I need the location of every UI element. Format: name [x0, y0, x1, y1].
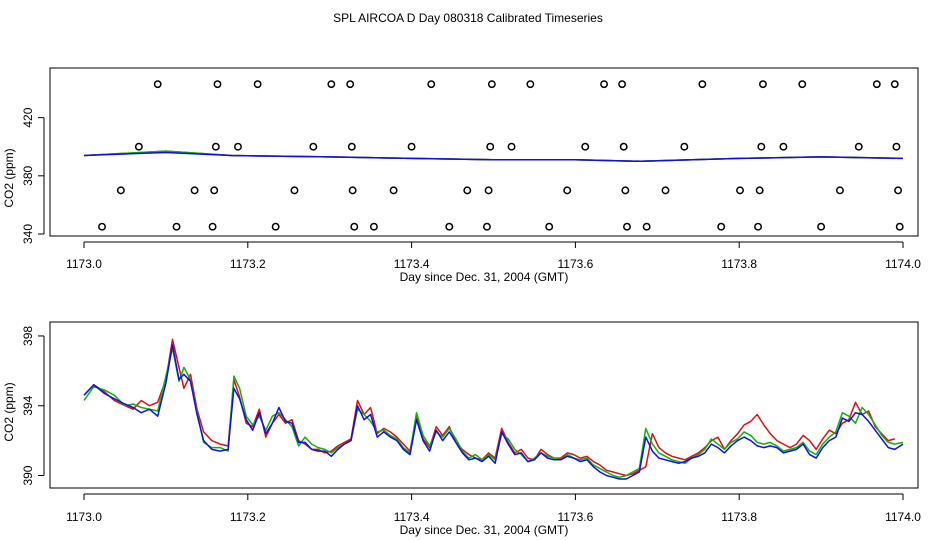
x-tick-label: 1173.6: [557, 510, 593, 524]
circle-marker: [759, 80, 767, 89]
circle-marker: [271, 222, 280, 231]
circle-marker: [484, 186, 493, 195]
circle-marker: [348, 186, 357, 195]
circle-marker: [890, 80, 899, 89]
circle-marker: [698, 80, 707, 89]
circle-marker: [680, 142, 689, 151]
circle-marker: [208, 222, 217, 231]
x-tick-label: 1173.8: [721, 510, 757, 524]
circle-marker: [213, 80, 222, 89]
circle-marker: [153, 80, 162, 89]
circle-marker: [892, 142, 901, 151]
series-line-red: [83, 338, 895, 477]
x-tick-label: 1173.0: [66, 257, 102, 271]
circle-marker: [757, 142, 766, 151]
circle-marker: [369, 222, 378, 231]
circle-marker: [427, 80, 436, 89]
y-tick-label: 398: [21, 326, 35, 346]
circle-marker: [872, 80, 881, 89]
bottom-y-axis: 390 394 398: [21, 326, 45, 486]
circle-marker: [817, 222, 826, 231]
circle-marker: [619, 142, 628, 151]
series-line-blue: [83, 343, 904, 480]
bottom-x-axis-label: Day since Dec. 31, 2004 (GMT): [400, 523, 569, 537]
top-plot-frame: [49, 67, 919, 237]
circle-marker: [623, 222, 631, 231]
circle-marker: [526, 80, 535, 89]
circle-marker: [618, 80, 627, 89]
bottom-x-axis: 1173.0 1173.2 1173.4 1173.6 1173.8 1174.0: [66, 493, 921, 524]
circle-marker: [894, 186, 903, 195]
top-y-axis-label: CO2 (ppm): [2, 148, 16, 207]
circle-marker: [445, 222, 454, 231]
x-tick-label: 1173.8: [721, 257, 757, 271]
bottom-y-axis-label: CO2 (ppm): [2, 382, 16, 441]
y-tick-label: 340: [21, 224, 35, 244]
circle-marker: [600, 80, 609, 89]
circle-marker: [487, 80, 496, 89]
circle-marker: [736, 186, 744, 195]
circle-marker: [507, 142, 516, 151]
circle-marker: [854, 142, 863, 151]
top-circle-markers: [98, 80, 904, 231]
x-tick-label: 1174.0: [885, 257, 921, 271]
circle-marker: [779, 142, 788, 151]
bottom-series: [83, 338, 904, 480]
series-line-green: [83, 347, 904, 479]
circle-marker: [755, 186, 764, 195]
circle-marker: [98, 222, 106, 231]
circle-marker: [210, 186, 219, 195]
circle-marker: [134, 142, 143, 151]
x-tick-label: 1173.0: [66, 510, 102, 524]
circle-marker: [350, 222, 359, 231]
circle-marker: [211, 142, 220, 151]
circle-marker: [563, 186, 572, 195]
circle-marker: [798, 80, 807, 89]
top-panel: 1173.0 1173.2 1173.4 1173.6 1173.8 1174.0 340…: [2, 67, 921, 284]
x-tick-label: 1173.2: [230, 257, 266, 271]
circle-marker: [234, 142, 242, 151]
circle-marker: [172, 222, 181, 231]
circle-marker: [895, 222, 904, 231]
circle-marker: [835, 186, 844, 195]
figure-title: SPL AIRCOA D Day 080318 Calibrated Times…: [333, 11, 603, 25]
circle-marker: [253, 80, 262, 89]
circle-marker: [661, 186, 670, 195]
circle-marker: [407, 142, 416, 151]
top-y-axis: 340 380 420: [21, 107, 45, 244]
circle-marker: [581, 142, 590, 151]
circle-marker: [717, 222, 726, 231]
circle-marker: [389, 186, 398, 195]
circle-marker: [621, 186, 630, 195]
circle-marker: [486, 142, 495, 151]
y-tick-label: 420: [21, 107, 35, 127]
circle-marker: [642, 222, 651, 231]
x-tick-label: 1173.6: [557, 257, 593, 271]
circle-marker: [545, 222, 554, 231]
top-x-axis-label: Day since Dec. 31, 2004 (GMT): [400, 270, 569, 284]
x-tick-label: 1174.0: [885, 510, 921, 524]
x-tick-label: 1173.2: [230, 510, 266, 524]
y-tick-label: 380: [21, 165, 35, 185]
circle-marker: [754, 222, 762, 231]
circle-marker: [346, 80, 355, 89]
circle-marker: [463, 186, 472, 195]
circle-marker: [327, 80, 336, 89]
series-line-blue: [83, 151, 904, 163]
circle-marker: [190, 186, 199, 195]
circle-marker: [347, 142, 356, 151]
x-tick-label: 1173.4: [394, 510, 430, 524]
y-tick-label: 394: [21, 395, 35, 415]
top-x-axis: 1173.0 1173.2 1173.4 1173.6 1173.8 1174.0: [66, 241, 921, 271]
bottom-plot-frame: [49, 321, 919, 489]
circle-marker: [116, 186, 125, 195]
circle-marker: [482, 222, 491, 231]
top-series: [83, 150, 904, 163]
x-tick-label: 1173.4: [394, 257, 430, 271]
y-tick-label: 390: [21, 465, 35, 485]
circle-marker: [309, 142, 318, 151]
circle-marker: [290, 186, 299, 195]
bottom-panel: 1173.0 1173.2 1173.4 1173.6 1173.8 1174.0 390…: [2, 321, 921, 537]
